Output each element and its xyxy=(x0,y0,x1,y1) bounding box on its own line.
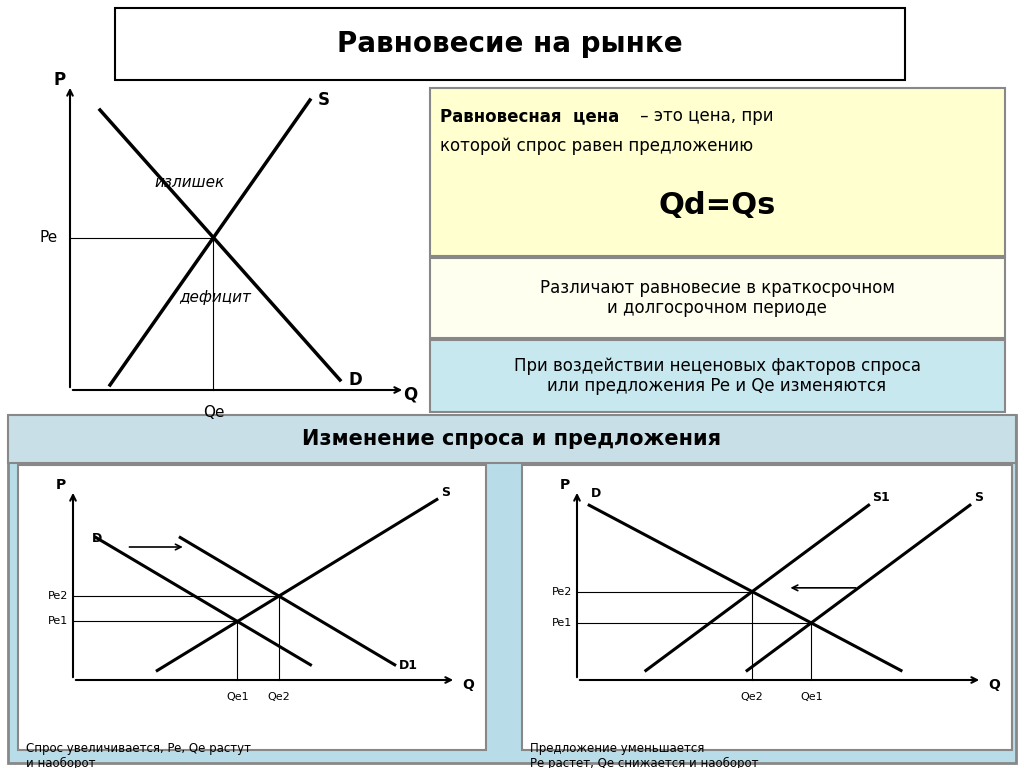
Text: Pe2: Pe2 xyxy=(552,587,572,597)
Text: излишек: излишек xyxy=(155,175,225,190)
Text: Qe2: Qe2 xyxy=(267,692,291,702)
Text: которой спрос равен предложению: которой спрос равен предложению xyxy=(440,137,753,155)
FancyBboxPatch shape xyxy=(8,415,1016,763)
Text: Равновесная  цена: Равновесная цена xyxy=(440,107,620,125)
Text: Изменение спроса и предложения: Изменение спроса и предложения xyxy=(302,429,722,449)
FancyBboxPatch shape xyxy=(430,88,1005,256)
Text: Спрос увеличивается, Pe, Qe растут
и наоборот: Спрос увеличивается, Pe, Qe растут и нао… xyxy=(26,742,251,768)
Text: Qd=Qs: Qd=Qs xyxy=(658,191,776,220)
Text: дефицит: дефицит xyxy=(179,290,251,305)
Text: Pe: Pe xyxy=(40,230,58,245)
Text: D: D xyxy=(591,487,601,500)
Text: S: S xyxy=(974,492,983,505)
Text: Qe1: Qe1 xyxy=(226,692,249,702)
Text: При воздействии неценовых факторов спроса
или предложения Pe и Qe изменяются: При воздействии неценовых факторов спрос… xyxy=(513,356,921,396)
Text: Qe1: Qe1 xyxy=(800,692,822,702)
FancyBboxPatch shape xyxy=(115,8,905,80)
Text: Pe1: Pe1 xyxy=(48,617,68,627)
Text: P: P xyxy=(560,478,570,492)
Text: D1: D1 xyxy=(398,659,418,672)
FancyBboxPatch shape xyxy=(430,258,1005,338)
Text: S1: S1 xyxy=(872,492,890,505)
Text: D: D xyxy=(92,532,102,545)
Text: Pe1: Pe1 xyxy=(552,618,572,628)
Text: Qe: Qe xyxy=(203,405,224,420)
Text: Qe2: Qe2 xyxy=(740,692,764,702)
FancyBboxPatch shape xyxy=(430,340,1005,412)
Text: S: S xyxy=(318,91,330,109)
Text: P: P xyxy=(54,71,67,89)
Text: Q: Q xyxy=(402,386,417,404)
Text: Равновесие на рынке: Равновесие на рынке xyxy=(337,30,683,58)
Text: S: S xyxy=(441,485,450,498)
Text: – это цена, при: – это цена, при xyxy=(635,107,773,125)
Text: D: D xyxy=(348,371,361,389)
FancyBboxPatch shape xyxy=(522,465,1012,750)
FancyBboxPatch shape xyxy=(8,415,1016,463)
Text: Предложение уменьшается
Ре растет, Qe снижается и наоборот: Предложение уменьшается Ре растет, Qe сн… xyxy=(530,742,759,768)
FancyBboxPatch shape xyxy=(18,465,486,750)
Text: Q: Q xyxy=(988,678,1000,692)
Text: Q: Q xyxy=(462,678,474,692)
Text: Pe2: Pe2 xyxy=(48,591,68,601)
Text: P: P xyxy=(56,478,67,492)
Text: Различают равновесие в краткосрочном
и долгосрочном периоде: Различают равновесие в краткосрочном и д… xyxy=(540,279,895,317)
